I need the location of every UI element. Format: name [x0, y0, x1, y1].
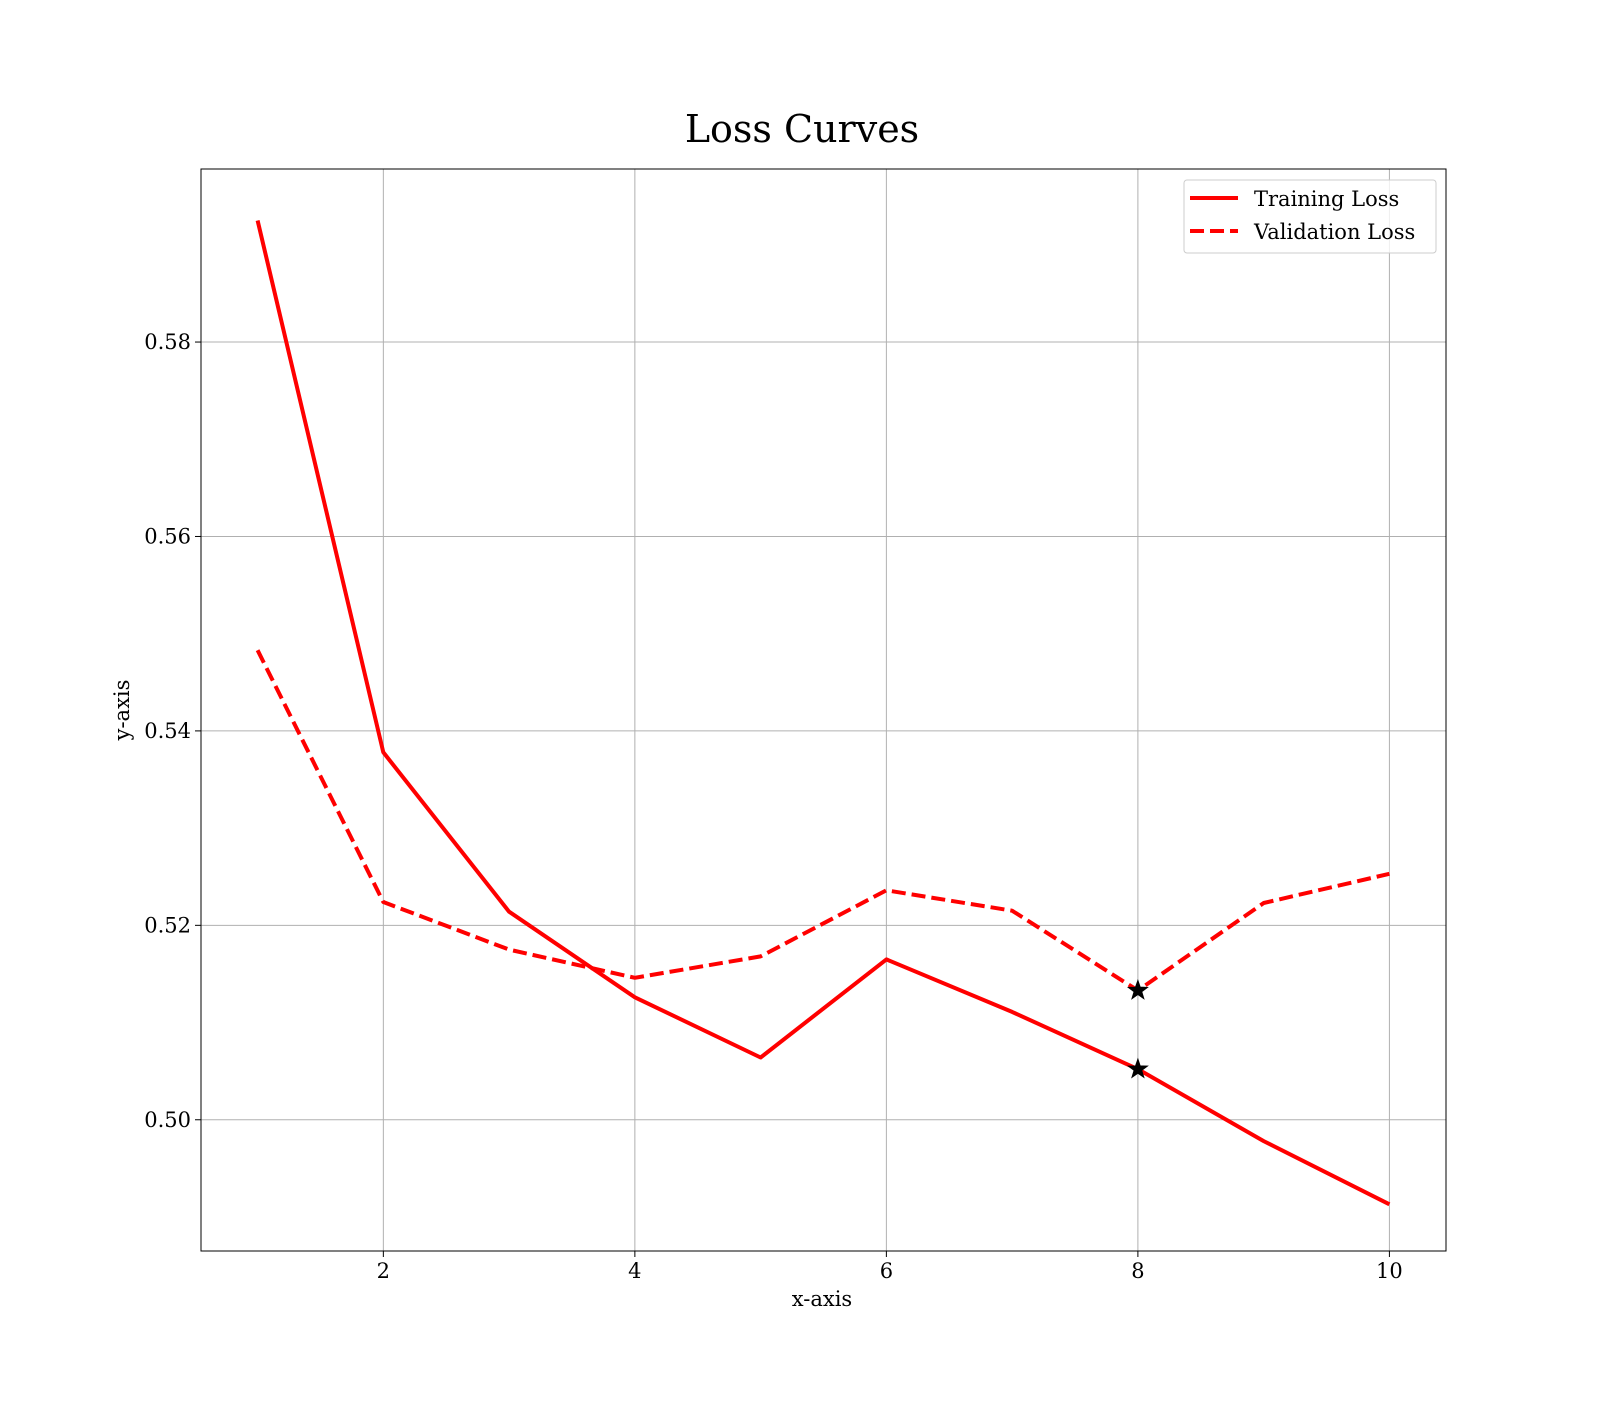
x-tick-label: 8 [1131, 1259, 1144, 1283]
x-tick-label: 4 [628, 1259, 641, 1283]
y-tick-label: 0.58 [144, 330, 191, 354]
star-marker-training-loss [1126, 1057, 1149, 1079]
y-tick-label: 0.50 [144, 1108, 191, 1132]
chart-title: Loss Curves [685, 107, 919, 151]
x-axis-label: x-axis [792, 1287, 852, 1311]
y-tick-label: 0.56 [144, 524, 191, 548]
x-tick-label: 2 [377, 1259, 390, 1283]
x-tick-label: 10 [1376, 1259, 1403, 1283]
legend: Training Loss Validation Loss [1183, 179, 1437, 254]
grid-lines [201, 169, 1446, 1251]
y-tick-label: 0.54 [144, 719, 191, 743]
series-line-training-loss [255, 220, 1391, 1207]
series-lines [255, 220, 1391, 1207]
x-tick-label: 6 [880, 1259, 893, 1283]
legend-frame [1183, 179, 1437, 254]
axis-ticks: 2 4 6 8 10 0.50 0.52 0.54 0.56 0.58 [144, 330, 1403, 1283]
plot-area-frame [200, 168, 1447, 1252]
star-marker-validation-loss [1126, 978, 1149, 1000]
star-markers [1126, 978, 1149, 1079]
y-axis-label: y-axis [110, 680, 134, 742]
legend-label-training-loss: Training Loss [1254, 187, 1399, 211]
series-line-validation-loss [255, 649, 1390, 993]
y-tick-label: 0.52 [144, 913, 191, 937]
legend-label-validation-loss: Validation Loss [1253, 220, 1415, 244]
